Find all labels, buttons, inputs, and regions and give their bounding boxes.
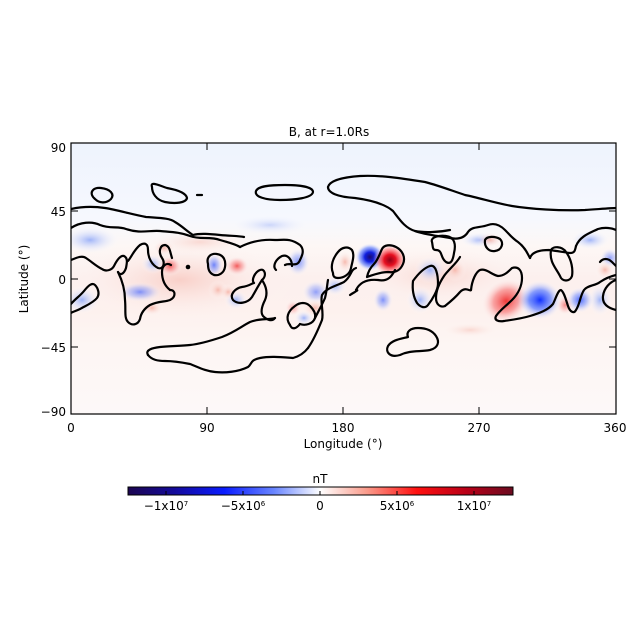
y-tick-label: −90 [41, 405, 66, 419]
colorbar-tick-label: 0 [316, 499, 324, 513]
zero-contours [71, 174, 616, 374]
y-tick-label: 45 [51, 205, 66, 219]
colorbar-tick-label: 1x107 [457, 499, 491, 513]
y-tick-label: −45 [41, 341, 66, 355]
x-tick-label: 270 [468, 421, 491, 435]
x-tick-label: 90 [199, 421, 214, 435]
colorbar-label: nT [313, 472, 329, 486]
x-axis-label: Longitude (°) [304, 437, 383, 451]
y-tick-label: 0 [58, 273, 66, 287]
colorbar: nT −1x107 −5x106 0 5x106 1x107 [127, 472, 514, 513]
x-tick-label: 180 [332, 421, 355, 435]
y-tick-label: 90 [51, 141, 66, 155]
y-axis: 90 45 0 −45 −90 Latitude (°) [17, 141, 616, 419]
colorbar-tick-label: −5x106 [221, 499, 266, 513]
colorbar-tick-label: −1x107 [144, 499, 189, 513]
x-axis: 0 90 180 270 360 Longitude (°) [67, 143, 626, 451]
map-plot-area [71, 143, 616, 414]
x-tick-label: 0 [67, 421, 75, 435]
colorbar-tick-label: 5x106 [380, 499, 415, 513]
y-axis-label: Latitude (°) [17, 245, 31, 314]
chart-title: B, at r=1.0Rs [289, 125, 369, 139]
x-tick-label: 360 [604, 421, 627, 435]
